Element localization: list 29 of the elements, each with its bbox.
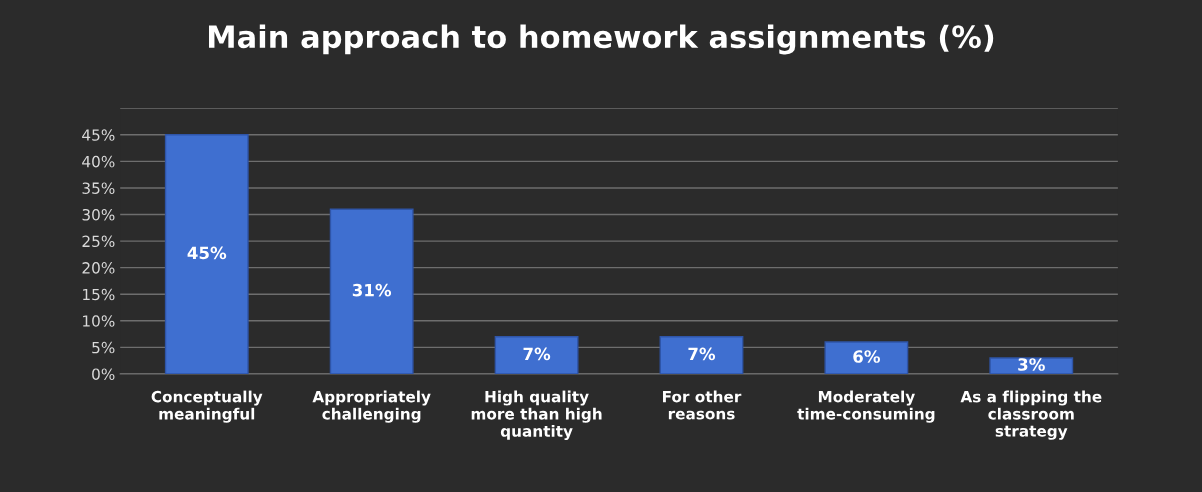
- y-tick-label: 35%: [82, 182, 115, 194]
- y-tick-label: 10%: [83, 315, 115, 327]
- y-tick-label: 20%: [82, 262, 115, 274]
- data-label: 45%: [187, 246, 227, 260]
- bar: [329, 208, 414, 374]
- x-tick-label: As a flipping the classroom strategy: [960, 390, 1102, 440]
- data-label: 31%: [352, 283, 392, 297]
- x-tick-label: Conceptually meaningful: [151, 390, 263, 423]
- chart-title: Main approach to homework assignments (%): [209, 24, 994, 55]
- bar: [494, 336, 579, 374]
- y-tick-label: 5%: [92, 341, 115, 354]
- data-label: 6%: [853, 350, 880, 363]
- x-tick-label: High quality more than high quantity: [471, 390, 602, 440]
- data-label: 3%: [1018, 358, 1045, 371]
- y-tick-label: 45%: [82, 129, 115, 141]
- bar: [989, 357, 1074, 374]
- y-tick-label: 30%: [82, 208, 115, 221]
- x-tick-label: Appropriately challenging: [312, 390, 431, 423]
- y-tick-label: 15%: [83, 288, 115, 301]
- bar: [659, 336, 744, 374]
- y-tick-label: 25%: [82, 235, 115, 248]
- bar: [824, 341, 909, 374]
- x-tick-label: Moderately time-consuming: [797, 390, 935, 423]
- y-tick-label: 0%: [92, 368, 115, 380]
- bar: [164, 134, 249, 374]
- data-label: 7%: [688, 347, 716, 361]
- y-tick-label: 40%: [82, 155, 115, 168]
- x-tick-label: For other reasons: [663, 390, 742, 420]
- data-label: 7%: [523, 347, 551, 361]
